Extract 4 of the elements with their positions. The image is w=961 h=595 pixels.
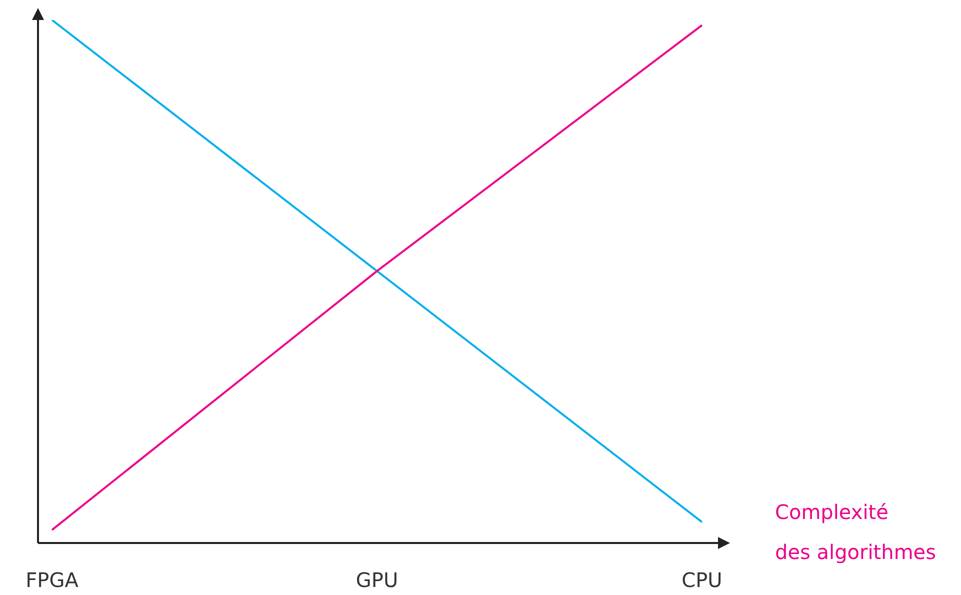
text: Complexité des algorithmes: [775, 500, 936, 564]
x-tick-label: FPGA: [26, 568, 79, 592]
x-tick-label: GPU: [356, 568, 398, 592]
x-tick-label: CPU: [682, 568, 722, 592]
